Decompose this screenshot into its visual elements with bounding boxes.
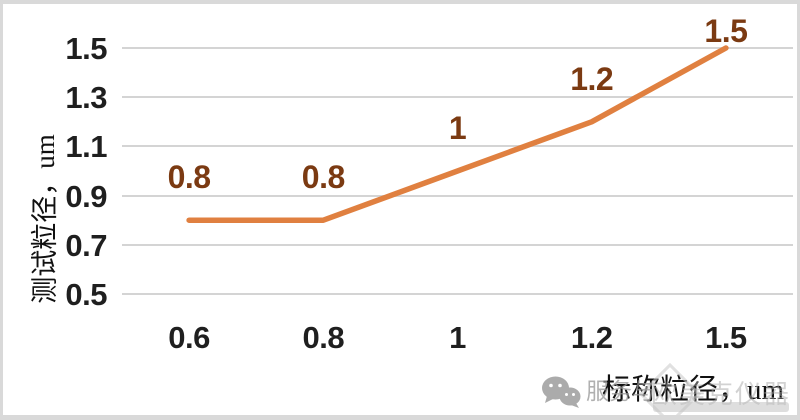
x-tick-label: 0.8 bbox=[302, 320, 345, 355]
line-series bbox=[186, 45, 729, 223]
gridline bbox=[122, 145, 793, 148]
y-tick-label: 0.5 bbox=[65, 277, 107, 312]
y-tick-label: 0.7 bbox=[65, 227, 107, 263]
gridline bbox=[122, 194, 793, 197]
gridline bbox=[122, 96, 793, 99]
y-tick-label: 1.1 bbox=[65, 129, 107, 165]
gridline bbox=[122, 243, 793, 246]
y-tick-label: 1.5 bbox=[65, 31, 107, 66]
data-label: 0.8 bbox=[301, 159, 345, 196]
x-tick-label: 1 bbox=[449, 320, 466, 355]
x-tick-label: 1.5 bbox=[705, 320, 747, 355]
gridline bbox=[122, 293, 793, 295]
y-tick-label: 0.9 bbox=[65, 178, 107, 214]
data-label: 1.5 bbox=[704, 13, 748, 49]
data-label: 1.2 bbox=[570, 60, 614, 97]
data-label: 1 bbox=[448, 110, 467, 146]
y-tick-label: 1.3 bbox=[65, 80, 107, 116]
gridline bbox=[122, 47, 793, 49]
x-tick-label: 0.6 bbox=[168, 320, 210, 355]
data-label: 0.8 bbox=[167, 159, 211, 196]
x-tick-label: 1.2 bbox=[570, 320, 613, 355]
series-polyline bbox=[186, 45, 729, 223]
x-axis-title: 标称粒径，um bbox=[601, 374, 785, 406]
